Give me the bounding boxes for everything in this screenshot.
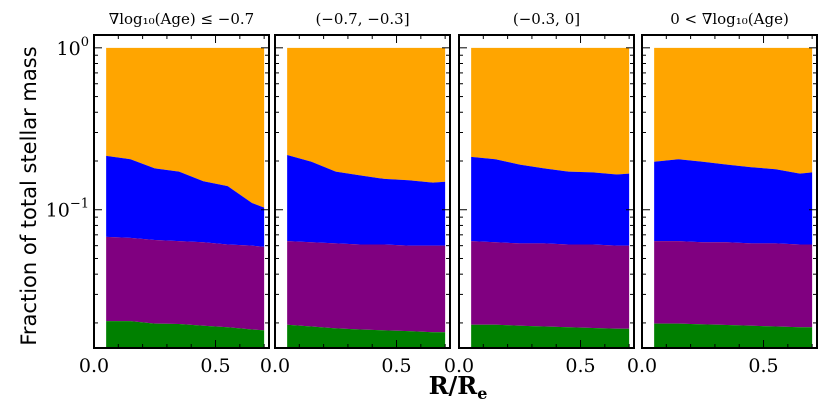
y-axis-label: Fraction of total stellar mass <box>17 46 41 345</box>
panel-2-xtick-label-1: 0.0 <box>260 355 290 377</box>
panel-1-xtick-label-1: 0.0 <box>79 355 109 377</box>
x-axis-label: R/Re <box>429 371 488 403</box>
panel-3-title: (−0.3, 0] <box>513 10 580 28</box>
panel-1-area-layer-1 <box>106 47 265 208</box>
panel-2-title: (−0.7, −0.3] <box>315 10 409 28</box>
panel-4-areas <box>654 47 813 348</box>
panel-3-area-layer-1 <box>471 47 630 175</box>
ytick-label-2: 10−1 <box>46 197 89 222</box>
panel-3: 0.0 0.5 (−0.3, 0] <box>444 10 635 377</box>
x-axis-label-main: R/R <box>429 371 479 400</box>
panel-1-area-layer-2 <box>106 155 265 247</box>
panel-2-areas <box>287 47 446 348</box>
panel-4-title: 0 < ∇log₁₀(Age) <box>670 10 789 28</box>
panel-3-areas <box>471 47 630 348</box>
panel-2-frame <box>274 34 451 349</box>
panel-4-xtick-label-1: 0.0 <box>627 355 657 377</box>
panel-4-area-layer-4 <box>654 323 813 348</box>
panel-2-xtick-label-2: 0.5 <box>381 355 411 377</box>
panel-3-area-layer-4 <box>471 324 630 348</box>
panel-3-xtick-label-1: 0.0 <box>444 355 474 377</box>
panel-3-area-layer-3 <box>471 241 630 329</box>
ytick-label-1: 100 <box>57 35 89 60</box>
panel-4-area-layer-2 <box>654 159 813 245</box>
panel-1: 0.0 0.5 ∇log₁₀(Age) ≤ −0.7 100 10−1 <box>46 10 270 377</box>
panel-2-area-layer-1 <box>287 47 446 183</box>
x-axis-label-subscript: e <box>477 384 487 403</box>
panel-3-area-layer-2 <box>471 156 630 246</box>
panel-2-area-layer-3 <box>287 241 446 333</box>
panel-4-area-layer-1 <box>654 47 813 174</box>
panel-1-area-layer-3 <box>106 236 265 331</box>
panel-1-xtick-label-2: 0.5 <box>200 355 230 377</box>
panel-4-xtick-label-2: 0.5 <box>748 355 778 377</box>
panel-1-areas <box>106 47 265 348</box>
panel-1-frame <box>93 34 270 349</box>
panel-4: 0.0 0.5 0 < ∇log₁₀(Age) <box>627 10 818 377</box>
panel-1-area-layer-4 <box>106 321 265 348</box>
panel-2: 0.0 0.5 (−0.7, −0.3] <box>260 10 451 377</box>
panel-2-area-layer-2 <box>287 154 446 246</box>
panel-4-area-layer-3 <box>654 241 813 328</box>
panels: 0.0 0.5 ∇log₁₀(Age) ≤ −0.7 100 10−1 0.0 0.5 (−0… <box>46 10 818 377</box>
panel-1-title: ∇log₁₀(Age) ≤ −0.7 <box>109 10 254 28</box>
panel-3-frame <box>458 34 635 349</box>
panel-4-frame <box>641 34 818 349</box>
panel-2-area-layer-4 <box>287 324 446 348</box>
panel-3-xtick-label-2: 0.5 <box>565 355 595 377</box>
